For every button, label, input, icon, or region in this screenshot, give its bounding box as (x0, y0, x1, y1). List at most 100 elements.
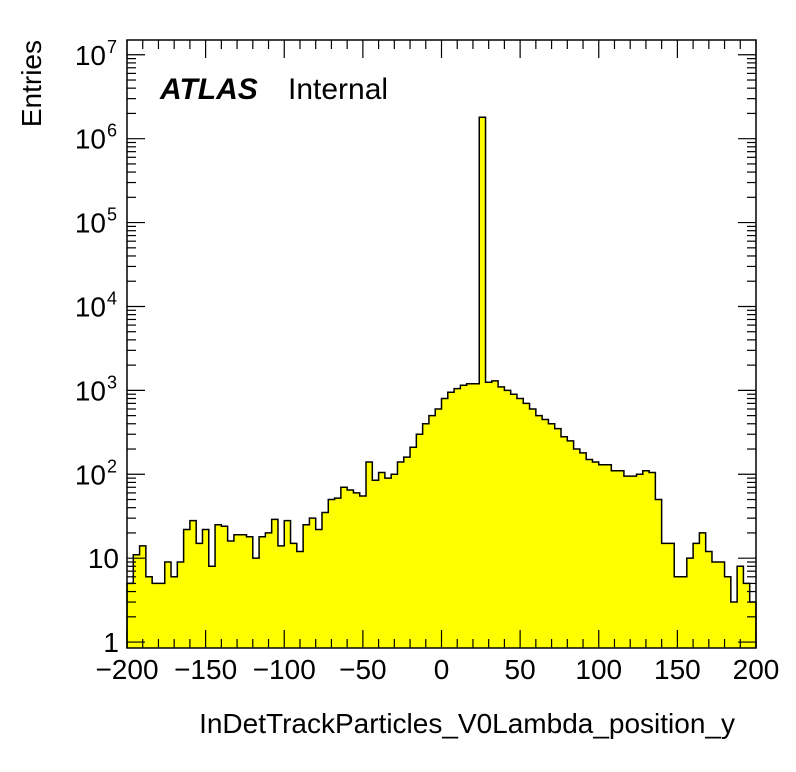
histogram-bar (246, 536, 254, 648)
histogram-bar (233, 534, 241, 648)
histogram-bar (152, 583, 159, 648)
histogram-bar (353, 492, 361, 648)
histogram-bar (573, 449, 581, 648)
x-tick-label: 200 (733, 654, 780, 685)
histogram-bar (177, 562, 185, 648)
histogram-bar (221, 526, 229, 648)
plot-frame (126, 39, 757, 649)
histogram-bar (422, 423, 430, 648)
y-tick-exponent: 3 (107, 372, 117, 392)
histogram-bar (321, 512, 329, 648)
histogram-bar (730, 602, 738, 648)
y-tick-label: 10 (75, 375, 106, 406)
histogram-bar (586, 459, 593, 648)
histogram-bar (227, 541, 235, 648)
histogram-bar (340, 487, 348, 648)
histogram-bar (630, 476, 637, 648)
histogram-bar (410, 447, 417, 648)
histogram-bar (133, 554, 140, 648)
y-tick-exponent: 5 (107, 205, 117, 225)
histogram-bar (384, 478, 392, 648)
histogram-bar (711, 562, 719, 648)
histogram-bar (183, 529, 191, 648)
histogram-bar (718, 562, 725, 648)
y-tick-exponent: 6 (107, 121, 117, 141)
histogram-bar (284, 520, 291, 648)
atlas-label: ATLAS (159, 73, 258, 106)
histogram-bar (189, 520, 197, 648)
histogram-bar (598, 464, 606, 648)
histogram-bar (498, 386, 505, 648)
histogram-bar (699, 532, 707, 648)
y-axis-title: Entries (16, 40, 47, 127)
histogram-bar (328, 499, 335, 648)
histogram-bar (164, 562, 172, 648)
histogram-bar (441, 398, 449, 648)
histogram-bar (171, 576, 178, 648)
histogram-bar (667, 543, 675, 648)
histogram-bar (466, 383, 474, 648)
histogram-bar (749, 602, 757, 648)
y-tick-label: 10 (75, 459, 106, 490)
histogram-bar (447, 392, 455, 648)
histogram-bar (271, 519, 279, 648)
histogram-bar (202, 529, 210, 648)
histogram-bar (516, 398, 524, 648)
y-tick-exponent: 2 (107, 456, 117, 476)
histogram-bar (579, 452, 587, 648)
x-tick-label: −150 (174, 654, 237, 685)
histogram-bar (661, 543, 669, 648)
histogram-bar (277, 545, 285, 648)
histogram-bar (378, 472, 386, 648)
y-tick-label: 10 (75, 291, 106, 322)
histogram-bar (208, 566, 216, 648)
histogram-bar (252, 558, 260, 648)
histogram-bar (359, 496, 367, 648)
histogram-bar (529, 408, 537, 648)
y-tick-label: 10 (88, 543, 119, 574)
histogram-bar (472, 383, 480, 648)
histogram-bar (743, 583, 751, 648)
histogram-bar (290, 543, 298, 648)
histogram-bar (315, 529, 323, 648)
histogram-bar (397, 462, 405, 648)
y-tick-exponent: 7 (107, 37, 117, 57)
histogram-bar (403, 457, 411, 648)
x-tick-label: 100 (575, 654, 622, 685)
x-axis-title: InDetTrackParticles_V0Lambda_position_y (199, 708, 735, 739)
histogram-bar (347, 489, 354, 648)
histogram-outline (126, 116, 757, 648)
histogram-bar (724, 576, 732, 648)
histogram-bar (649, 472, 656, 648)
histogram-bar (548, 423, 556, 648)
histogram-bar (460, 385, 468, 648)
histogram-bar (215, 524, 222, 648)
histogram-bar (523, 403, 530, 648)
histogram-bar (567, 440, 574, 648)
histogram-bar (491, 380, 499, 648)
histogram-bar (303, 524, 310, 648)
histogram-bar (309, 518, 317, 648)
histogram-bar (479, 117, 486, 649)
histogram-bar (435, 408, 442, 648)
histogram-bar (259, 536, 266, 648)
internal-label: Internal (288, 73, 388, 106)
y-tick-label: 1 (103, 627, 119, 658)
histogram-bar (454, 388, 461, 648)
histogram-bar (145, 576, 153, 648)
histogram-bar (554, 428, 562, 648)
histogram-bar (391, 474, 398, 648)
histogram-bar (366, 462, 373, 648)
histogram-bar (686, 558, 694, 648)
x-tick-label: −200 (95, 654, 158, 685)
histogram-bar (334, 498, 342, 648)
histogram-bar (636, 474, 644, 648)
histogram-bar (617, 470, 625, 648)
histogram-bar (510, 394, 518, 648)
histogram-bar (428, 415, 436, 648)
histogram-bar (196, 543, 203, 648)
histogram-bar (642, 470, 650, 648)
histogram-bar (139, 545, 147, 648)
